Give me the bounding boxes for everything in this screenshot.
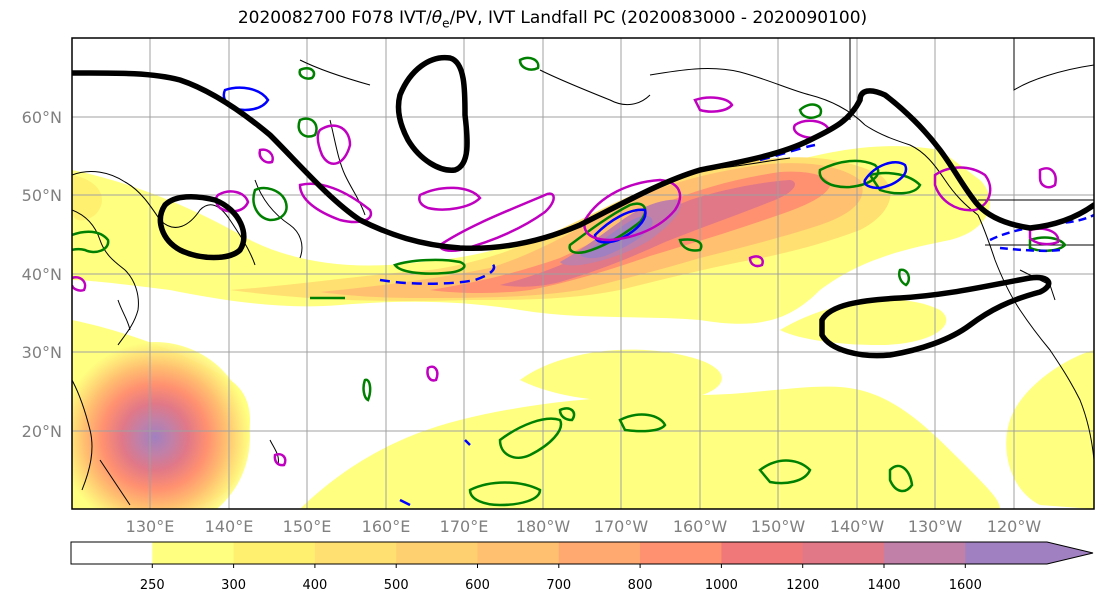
longitude-labels: 130°E 140°E 150°E 160°E 170°E 180°W 170°… [126, 517, 1042, 536]
lon-label: 130°W [908, 517, 963, 536]
lat-label: 50°N [22, 186, 62, 205]
colorbar-tick-label: 250 [140, 578, 165, 593]
lon-label: 150°E [283, 517, 332, 536]
colorbar-swatch [640, 542, 722, 564]
colorbar-tick-label: 700 [546, 578, 571, 593]
lat-label: 40°N [22, 265, 62, 284]
colorbar-swatch [884, 542, 966, 564]
theta-e-magenta-contours [72, 96, 1060, 467]
title-theta: θ [431, 8, 443, 28]
pv-black-contours [72, 54, 1094, 359]
lon-label: 140°W [830, 517, 885, 536]
title-suffix: /PV, IVT Landfall PC (2020083000 - 20200… [449, 8, 868, 28]
colorbar-swatch [314, 542, 397, 564]
colorbar-swatch [802, 542, 885, 564]
colorbar-swatch [396, 542, 478, 564]
lat-label: 20°N [22, 422, 62, 441]
ivt-shading [72, 146, 1094, 509]
colorbar-tick-label: 1200 [786, 578, 819, 593]
lon-label: 160°E [362, 517, 411, 536]
colorbar-swatch [233, 542, 316, 564]
lon-label: 170°W [594, 517, 649, 536]
colorbar-tick-label: 1400 [867, 578, 900, 593]
lon-label: 120°W [987, 517, 1042, 536]
colorbar-swatch [721, 542, 804, 564]
map-border [71, 37, 1095, 510]
colorbar-swatch [71, 542, 153, 564]
lon-label: 180°W [516, 517, 571, 536]
lat-label: 30°N [22, 343, 62, 362]
colorbar-swatch [152, 542, 235, 564]
colorbar-swatch [477, 542, 560, 564]
lat-label: 60°N [22, 108, 62, 127]
latitude-labels: 60°N 50°N 40°N 30°N 20°N [22, 108, 62, 441]
colorbar-swatch [558, 542, 641, 564]
lon-label: 160°W [673, 517, 728, 536]
theta-e-green-contours [72, 56, 1067, 507]
colorbar: 250 300 400 500 600 700 800 1000 1200 1400 1600 [70, 541, 1094, 593]
colorbar-swatch [965, 542, 1093, 564]
colorbar-tick-label: 1000 [705, 578, 738, 593]
colorbar-tick-label: 1600 [949, 578, 982, 593]
figure-title: 2020082700 F078 IVT/θe/PV, IVT Landfall … [0, 8, 1105, 30]
colorbar-tick-label: 800 [628, 578, 653, 593]
title-prefix: 2020082700 F078 IVT/ [237, 8, 432, 28]
colorbar-tick-label: 300 [221, 578, 246, 593]
lon-label: 170°E [440, 517, 489, 536]
colorbar-tick-label: 600 [465, 578, 490, 593]
coastlines [72, 38, 1094, 506]
colorbar-labels: 250 300 400 500 600 700 800 1000 1200 1400 1600 [140, 564, 982, 593]
lon-label: 150°W [751, 517, 806, 536]
colorbar-tick-label: 500 [384, 578, 409, 593]
colorbar-swatches [71, 542, 1093, 564]
lon-label: 130°E [126, 517, 175, 536]
title-theta-sub: e [442, 16, 450, 31]
colorbar-tick-label: 400 [302, 578, 327, 593]
lon-label: 140°E [205, 517, 254, 536]
map-plot-area [72, 38, 1094, 509]
colorbar-outline [70, 541, 1094, 565]
